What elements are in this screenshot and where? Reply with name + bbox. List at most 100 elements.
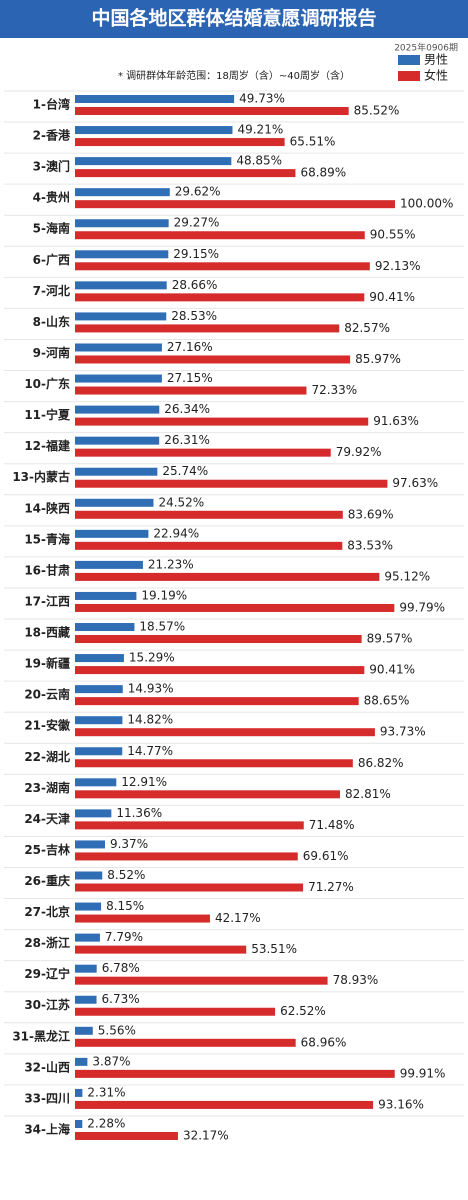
value-label: 86.82% xyxy=(358,756,404,770)
legend-label: 男性 xyxy=(424,53,448,67)
bar xyxy=(75,995,97,1004)
value-label: 85.97% xyxy=(355,352,401,366)
value-label: 49.73% xyxy=(239,92,285,106)
category-label: 18-西藏 xyxy=(24,625,70,640)
bar xyxy=(75,405,160,414)
bar xyxy=(75,933,100,942)
bar xyxy=(75,852,298,861)
bar xyxy=(75,603,395,612)
category-label: 19-新疆 xyxy=(24,656,70,671)
bar xyxy=(75,1100,374,1109)
value-label: 82.57% xyxy=(344,321,390,335)
category-label: 5-海南 xyxy=(33,221,70,236)
value-label: 29.15% xyxy=(173,247,219,261)
bar xyxy=(75,685,123,694)
category-label: 1-台湾 xyxy=(33,97,70,112)
chart-subtitle: 2025年0906期 xyxy=(394,42,458,54)
value-label: 14.77% xyxy=(127,744,173,758)
value-label: 26.34% xyxy=(164,402,210,416)
value-label: 2.28% xyxy=(87,1116,125,1130)
bar xyxy=(75,654,124,663)
bar xyxy=(75,790,340,799)
value-label: 90.41% xyxy=(369,663,415,677)
value-label: 68.89% xyxy=(300,166,346,180)
category-label: 12-福建 xyxy=(24,438,71,453)
value-label: 3.87% xyxy=(92,1054,130,1068)
value-label: 18.57% xyxy=(139,620,185,634)
category-label: 27-北京 xyxy=(24,904,70,919)
bar xyxy=(75,716,123,725)
bar xyxy=(75,821,304,830)
bar xyxy=(75,498,154,507)
category-label: 25-吉林 xyxy=(24,842,70,857)
value-label: 90.55% xyxy=(370,228,416,242)
bar xyxy=(75,697,359,706)
value-label: 100.00% xyxy=(400,197,453,211)
value-label: 62.52% xyxy=(280,1004,326,1018)
value-label: 2.31% xyxy=(87,1085,125,1099)
bar xyxy=(75,976,328,985)
bar xyxy=(75,635,362,644)
header-band xyxy=(0,0,468,38)
category-label: 23-湖南 xyxy=(24,780,70,795)
category-label: 22-湖北 xyxy=(24,749,70,764)
value-label: 68.96% xyxy=(301,1035,347,1049)
bar xyxy=(75,840,105,849)
legend-swatch xyxy=(398,71,420,81)
bar xyxy=(75,126,233,135)
bar xyxy=(75,572,380,581)
value-label: 21.23% xyxy=(148,557,194,571)
bar xyxy=(75,666,365,675)
bar xyxy=(75,728,375,737)
value-label: 92.13% xyxy=(375,259,421,273)
category-label: 30-江苏 xyxy=(24,997,70,1012)
category-label: 3-澳门 xyxy=(33,159,70,174)
value-label: 78.93% xyxy=(333,973,379,987)
bar xyxy=(75,188,170,197)
value-label: 99.91% xyxy=(400,1066,446,1080)
category-label: 20-云南 xyxy=(24,687,70,702)
value-label: 29.27% xyxy=(174,216,220,230)
bar xyxy=(75,871,103,880)
bar xyxy=(75,883,304,892)
bar xyxy=(75,436,160,445)
value-label: 32.17% xyxy=(183,1128,229,1142)
value-label: 83.69% xyxy=(348,507,394,521)
category-label: 14-陕西 xyxy=(24,500,70,515)
value-label: 5.56% xyxy=(98,1023,136,1037)
value-label: 6.73% xyxy=(102,992,140,1006)
category-label: 11-宁夏 xyxy=(24,407,71,422)
category-label: 21-安徽 xyxy=(24,718,71,733)
bar xyxy=(75,324,340,333)
bar xyxy=(75,1038,296,1047)
value-label: 71.27% xyxy=(308,880,354,894)
bar xyxy=(75,902,102,911)
bar xyxy=(75,138,285,147)
value-label: 12.91% xyxy=(121,775,167,789)
value-label: 19.19% xyxy=(141,588,187,602)
category-label: 32-山西 xyxy=(24,1059,70,1074)
value-label: 15.29% xyxy=(129,651,175,665)
bar xyxy=(75,809,112,818)
category-label: 28-浙江 xyxy=(24,935,70,950)
bar xyxy=(75,510,343,519)
bar xyxy=(75,281,167,290)
category-label: 7-河北 xyxy=(33,283,70,298)
category-label: 9-河南 xyxy=(33,345,70,360)
value-label: 89.57% xyxy=(367,632,413,646)
value-label: 83.53% xyxy=(347,538,393,552)
bar xyxy=(75,529,149,538)
bar xyxy=(75,1119,83,1128)
category-label: 31-黑龙江 xyxy=(12,1028,70,1043)
value-label: 14.82% xyxy=(127,713,173,727)
value-label: 29.62% xyxy=(175,185,221,199)
bar xyxy=(75,293,365,302)
value-label: 26.31% xyxy=(164,433,210,447)
value-label: 7.79% xyxy=(105,930,143,944)
bar xyxy=(75,343,162,352)
bar xyxy=(75,262,370,271)
chart-note: * 调研群体年龄范围：18周岁（含）~40周岁（含） xyxy=(118,69,350,82)
bar xyxy=(75,964,97,973)
bar xyxy=(75,759,353,768)
